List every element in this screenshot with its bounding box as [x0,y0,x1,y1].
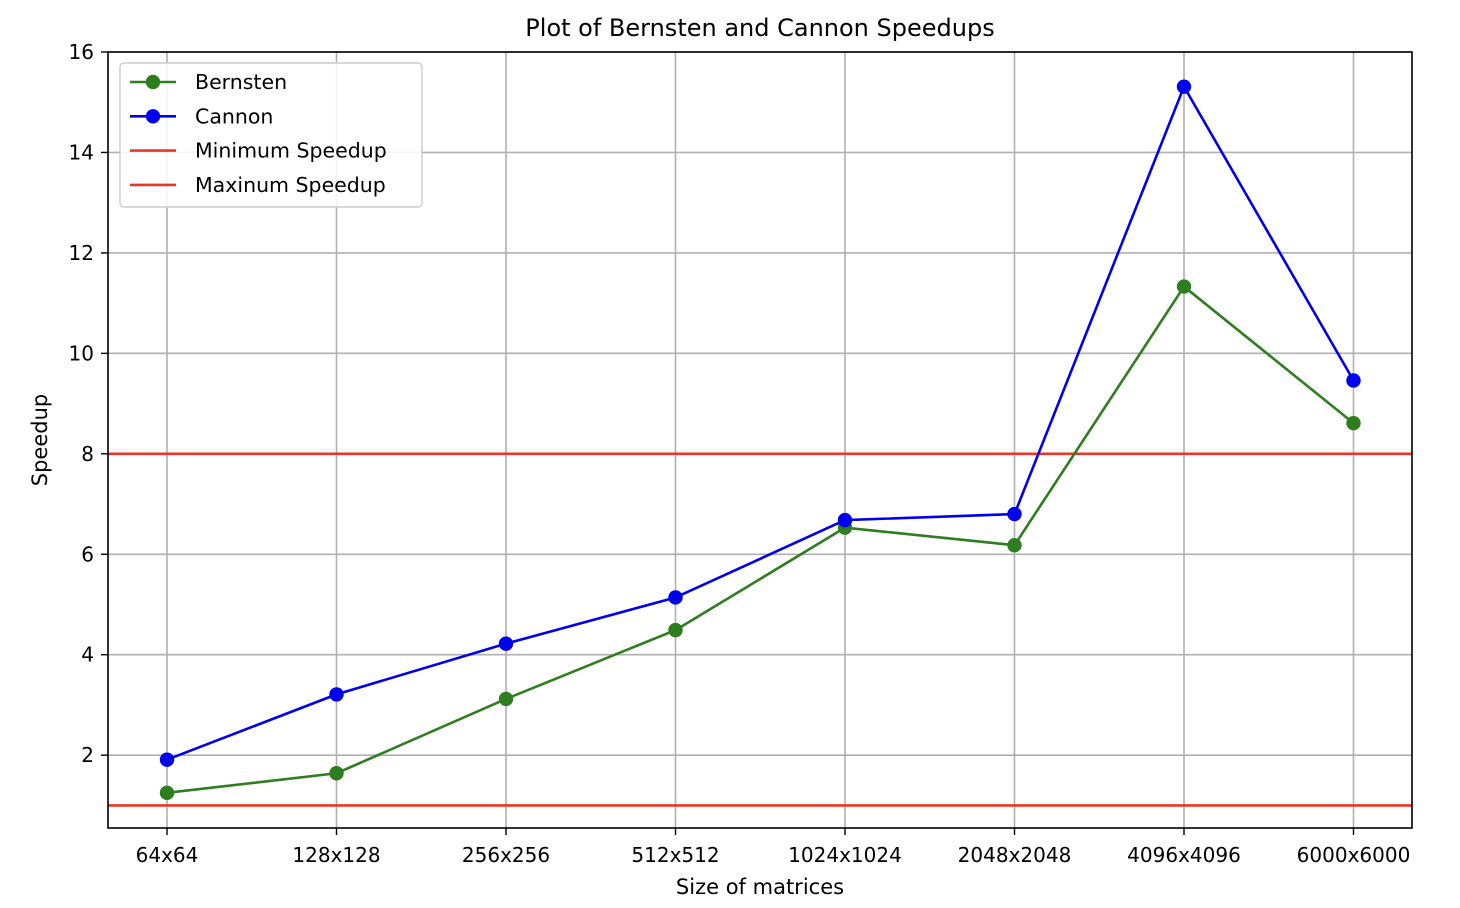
data-point [329,687,344,702]
data-point [159,752,175,767]
legend-swatch-marker [145,109,161,124]
x-axis-label: Size of matrices [676,875,844,899]
y-tick-label: 8 [81,442,94,466]
chart-title: Plot of Bernsten and Cannon Speedups [525,14,994,42]
y-tick-label: 14 [69,140,94,164]
data-point [498,691,514,707]
legend-label: Maxinum Speedup [195,173,386,197]
x-tick-label: 4096x4096 [1127,843,1241,867]
legend-label: Minimum Speedup [195,139,387,163]
y-tick-label: 6 [81,542,94,566]
x-tick-label: 256x256 [462,843,550,867]
data-point [1346,415,1361,431]
x-tick-label: 2048x2048 [958,843,1072,867]
y-tick-label: 2 [81,743,94,767]
data-point [668,622,683,638]
legend: Bernsten Cannon Minimum Speedup Maxinum Spe… [119,62,423,208]
legend-label: Cannon [195,104,273,128]
y-axis-label: Speedup [28,394,52,486]
y-tick-label: 4 [81,643,94,667]
data-point [498,636,514,651]
data-point [1007,538,1022,553]
x-tick-label: 512x512 [631,843,719,867]
x-tick-label: 6000x6000 [1297,843,1411,867]
x-tick-label: 1024x1024 [788,843,902,867]
y-tick-label: 10 [69,341,94,365]
x-tick-label: 64x64 [136,843,199,867]
data-point [837,512,853,528]
data-point [1007,506,1022,522]
series-line [166,85,1355,761]
y-tick-label: 12 [69,241,94,265]
data-point [1176,279,1192,294]
series-line [166,285,1355,795]
legend-box [119,62,423,208]
data-point [1346,373,1361,388]
ticks: 64x64 128x128 256x256 512x512 1024x1024 2048x… [69,40,1411,867]
plot-frame [107,51,1413,829]
grid [108,51,1412,828]
y-tick-label: 16 [69,40,94,64]
x-tick-label: 128x128 [292,843,380,867]
data-point [668,590,683,605]
data-point [329,766,344,781]
legend-label: Bernsten [195,70,287,94]
data-point [159,785,175,801]
series-group [159,79,1361,801]
data-point [1176,79,1192,94]
legend-swatch-marker [145,74,161,90]
reference-lines [108,452,1412,807]
